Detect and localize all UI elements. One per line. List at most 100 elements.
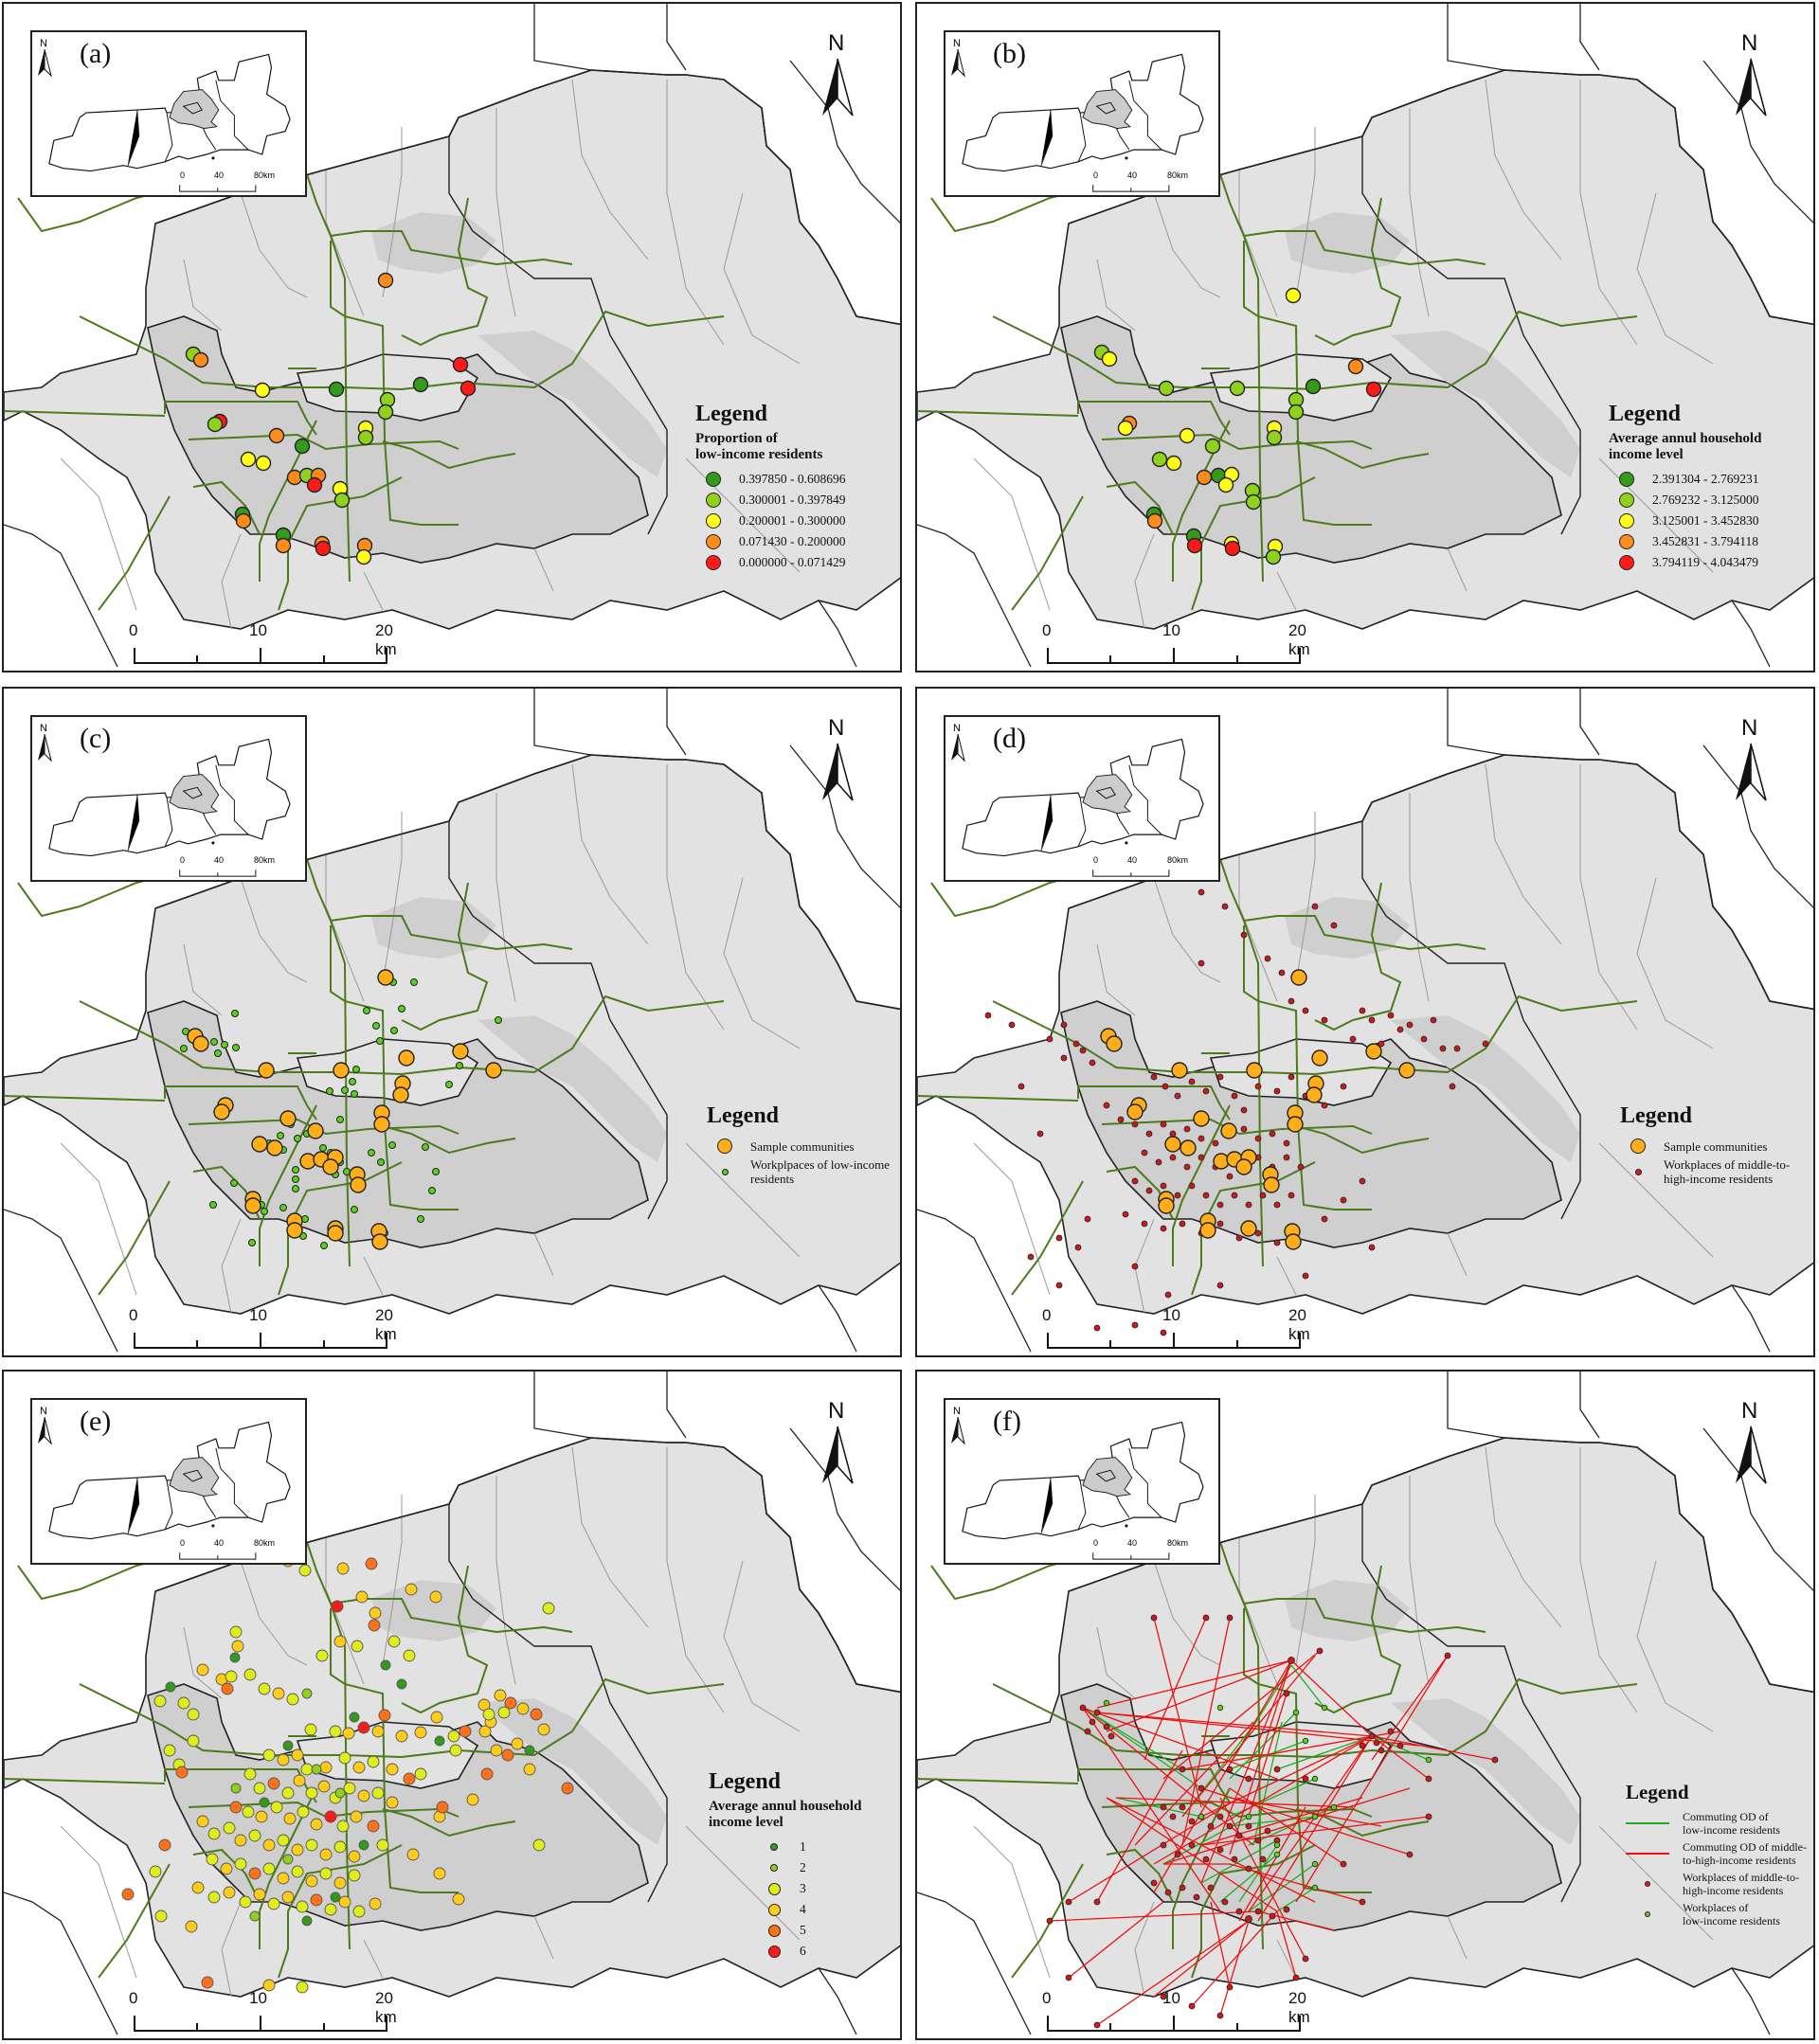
north-arrow: N: [817, 1398, 860, 1489]
legend-item: Workplaces of low-income residents: [1626, 1901, 1807, 1927]
inset-scale-80: 80km: [1167, 1538, 1189, 1548]
inset-north-label: N: [953, 38, 961, 49]
scale-label-10: 10: [1162, 621, 1180, 639]
legend-item: 6: [709, 1941, 861, 1962]
legend-item: 0.000000 - 0.071429: [695, 552, 846, 573]
inset-north-arrow-icon: [951, 49, 965, 78]
inset-scale-40: 40: [214, 1538, 225, 1548]
legend: Legend Average annul household income lev…: [709, 1769, 861, 1962]
legend-item: 4: [709, 1899, 861, 1920]
inset-scale-80: 80km: [1167, 855, 1189, 865]
north-label: N: [828, 1398, 845, 1424]
panel-e: N 0 40 80km (e) N 0 10 20 km Legend Aver…: [2, 1370, 902, 2040]
north-arrow-icon: [1736, 58, 1767, 117]
inset-north-arrow-icon: [951, 734, 965, 762]
legend: Legend Commuting OD of low-income residen…: [1626, 1781, 1807, 1931]
legend-title: Legend: [695, 402, 768, 426]
north-label: N: [828, 715, 845, 741]
inset-north-label: N: [953, 723, 961, 734]
base-map: [4, 4, 900, 668]
north-arrow: N: [1730, 715, 1774, 806]
panel-label: (d): [993, 723, 1026, 754]
scale-label-10: 10: [1162, 1306, 1180, 1324]
scale-label-0: 0: [1042, 621, 1052, 639]
north-arrow-icon: [1736, 1425, 1767, 1484]
legend-title: Legend: [1609, 402, 1682, 426]
panel-label: (a): [80, 38, 112, 69]
legend-item: 5: [709, 1920, 861, 1941]
base-map: [4, 689, 900, 1353]
north-label: N: [1741, 30, 1758, 56]
scale-label-0: 0: [1042, 1989, 1052, 2007]
north-arrow: N: [817, 715, 860, 806]
north-arrow-icon: [822, 58, 854, 117]
north-arrow-icon: [822, 1425, 854, 1484]
scale-label-0: 0: [1042, 1306, 1052, 1324]
inset-north-label: N: [40, 1406, 47, 1417]
inset-scale-80: 80km: [254, 855, 276, 865]
north-label: N: [1741, 715, 1758, 741]
inset-scale-0: 0: [180, 855, 186, 865]
inset-scale-40: 40: [1127, 1538, 1138, 1548]
scale-label-10: 10: [249, 1306, 267, 1324]
inset-north-label: N: [40, 723, 47, 734]
legend: Legend Sample communities Workplaces of …: [1620, 1103, 1790, 1190]
inset-north-label: N: [40, 38, 47, 49]
legend-subtitle: Average annul household income level: [1609, 431, 1762, 462]
legend-item: 0.397850 - 0.608696: [695, 469, 846, 490]
inset-north-arrow-icon: [38, 1417, 52, 1445]
north-arrow: N: [1730, 1398, 1774, 1489]
scale-bar: 0 10 20 km: [1038, 1306, 1332, 1352]
inset-locator-map: N 0 40 80km: [30, 715, 307, 882]
legend-item: 3.125001 - 3.452830: [1609, 511, 1761, 531]
legend-item: 0.300001 - 0.397849: [695, 490, 846, 511]
north-arrow: N: [1730, 30, 1774, 121]
north-arrow: N: [817, 30, 860, 121]
legend-title: Legend: [707, 1103, 780, 1128]
legend-item: 1: [709, 1837, 861, 1857]
inset-scale-80: 80km: [254, 170, 276, 180]
legend-item: Sample communities: [707, 1139, 890, 1154]
legend-title: Legend: [1620, 1103, 1693, 1128]
scale-bar: 0 10 20 km: [1038, 1989, 1332, 2035]
inset-scale-40: 40: [1127, 855, 1138, 865]
scale-label-20: 20 km: [375, 1989, 397, 2026]
legend: Legend Average annul household income lev…: [1609, 402, 1761, 573]
inset-locator-map: N 0 40 80km: [30, 30, 307, 197]
inset-scale-0: 0: [180, 1538, 186, 1548]
panel-f: N 0 40 80km (f) N 0 10 20 km Legend Comm…: [915, 1370, 1815, 2040]
scale-bar: 0 10 20 km: [125, 1306, 419, 1352]
panel-label: (b): [993, 38, 1026, 69]
legend-subtitle: Average annul household income level: [709, 1799, 862, 1830]
inset-scale-0: 0: [1093, 170, 1099, 180]
legend-item: 2: [709, 1857, 861, 1878]
scale-label-0: 0: [129, 621, 138, 639]
inset-scale-80: 80km: [254, 1538, 276, 1548]
panel-label: (e): [80, 1406, 112, 1437]
scale-label-10: 10: [249, 621, 267, 639]
inset-scale-0: 0: [1093, 855, 1099, 865]
inset-north-label: N: [953, 1406, 961, 1417]
legend-item: 3.794119 - 4.043479: [1609, 552, 1761, 573]
legend-item: 2.391304 - 2.769231: [1609, 469, 1761, 490]
north-arrow-icon: [822, 743, 854, 801]
scale-bar: 0 10 20 km: [125, 1989, 419, 2035]
panel-a: N 0 40 80km (a) N 0 10 20 km Legend Prop…: [2, 2, 902, 672]
inset-locator-map: N 0 40 80km: [944, 715, 1220, 882]
legend-item: 0.200001 - 0.300000: [695, 511, 846, 531]
scale-bar: 0 10 20 km: [125, 621, 419, 667]
legend-item: Commuting OD of middle-to-high-income re…: [1626, 1840, 1807, 1867]
legend-item: 0.071430 - 0.200000: [695, 531, 846, 552]
inset-scale-0: 0: [1093, 1538, 1099, 1548]
inset-scale-40: 40: [214, 170, 225, 180]
legend-subtitle: Proportion of low-income residents: [695, 431, 823, 462]
inset-scale-40: 40: [214, 855, 225, 865]
inset-scale-0: 0: [180, 170, 186, 180]
legend-item: Commuting OD of low-income residents: [1626, 1810, 1807, 1837]
legend-item: 2.769232 - 3.125000: [1609, 490, 1761, 511]
legend-item: 3: [709, 1878, 861, 1899]
base-map: [917, 1372, 1813, 2035]
base-map: [4, 1372, 900, 2035]
legend-item: Sample communities: [1620, 1139, 1790, 1154]
legend: Legend Sample communities Workplpaces of…: [707, 1103, 890, 1190]
